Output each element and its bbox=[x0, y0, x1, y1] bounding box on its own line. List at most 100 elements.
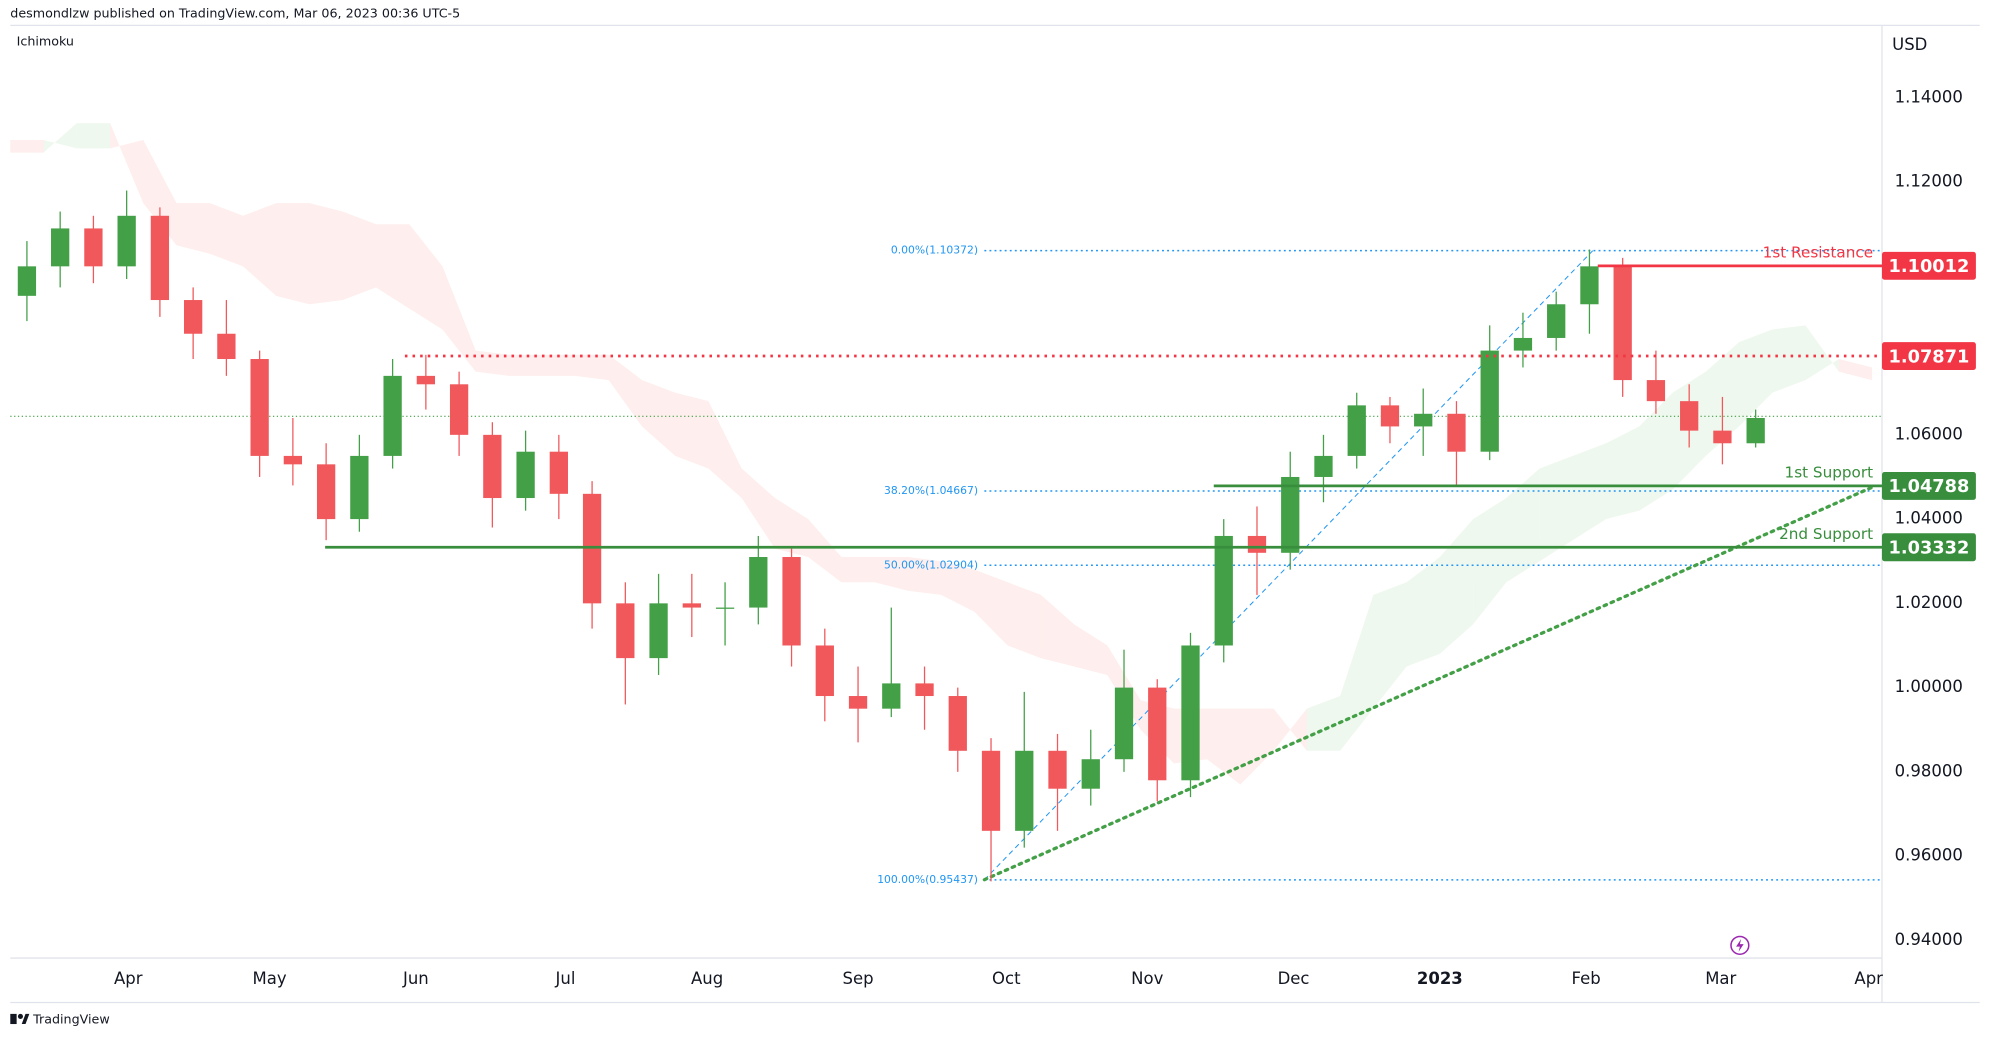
candle-body bbox=[1314, 455, 1333, 477]
x-tick-label: Oct bbox=[992, 969, 1021, 988]
ichimoku-cloud bbox=[1373, 582, 1407, 709]
candle-body bbox=[1214, 535, 1233, 646]
ichimoku-cloud bbox=[1639, 392, 1673, 511]
candle-body bbox=[217, 333, 236, 360]
ichimoku-cloud bbox=[342, 211, 376, 301]
x-tick-label: Apr bbox=[1854, 969, 1883, 988]
y-tick-label: 1.14000 bbox=[1895, 87, 1963, 106]
ichimoku-cloud bbox=[1539, 455, 1573, 562]
price-box-label: 1.10012 bbox=[1889, 257, 1970, 277]
candle-body bbox=[84, 228, 103, 267]
x-tick-label: Nov bbox=[1131, 969, 1163, 988]
candle-body bbox=[1347, 405, 1366, 456]
fib-label: 50.00%(1.02904) bbox=[884, 558, 978, 571]
y-tick-label: 0.98000 bbox=[1895, 761, 1963, 780]
x-tick-label: Jul bbox=[555, 969, 576, 988]
ichimoku-cloud bbox=[1838, 359, 1873, 381]
candle-body bbox=[350, 455, 369, 520]
y-tick-label: 0.96000 bbox=[1895, 846, 1963, 865]
header: desmondlzw published on TradingView.com,… bbox=[10, 5, 460, 20]
x-tick-label: 2023 bbox=[1417, 969, 1463, 988]
candle-body bbox=[815, 645, 834, 697]
ichimoku-cloud bbox=[276, 203, 310, 305]
price-box-label: 1.07871 bbox=[1889, 347, 1970, 367]
fib-label: 38.20%(1.04667) bbox=[884, 484, 978, 497]
candle-body bbox=[1646, 380, 1666, 402]
level-name: 1st Support bbox=[1785, 464, 1874, 482]
trend-line bbox=[982, 484, 1877, 882]
candle-body bbox=[416, 375, 436, 385]
price-box bbox=[1881, 471, 1976, 500]
candle-body bbox=[848, 696, 868, 709]
ichimoku-cloud bbox=[708, 401, 742, 499]
candle-body bbox=[150, 215, 170, 301]
candle-body bbox=[948, 696, 967, 751]
candle-body bbox=[1447, 413, 1466, 452]
ichimoku-cloud bbox=[1606, 426, 1640, 520]
ichimoku-cloud bbox=[608, 354, 642, 427]
level-name: 1st Resistance bbox=[1763, 244, 1873, 262]
candle-body bbox=[1081, 759, 1100, 789]
candle-body bbox=[715, 607, 735, 609]
currency: USD bbox=[1892, 35, 1927, 54]
candle-body bbox=[1547, 304, 1566, 338]
candle-body bbox=[616, 603, 635, 659]
y-tick-label: 0.94000 bbox=[1895, 930, 1963, 949]
ichimoku-cloud bbox=[209, 203, 244, 267]
ichimoku-cloud bbox=[1207, 708, 1241, 785]
candle-body bbox=[1281, 476, 1300, 553]
candle-body bbox=[882, 683, 901, 709]
candle-body bbox=[549, 451, 568, 494]
candle-body bbox=[250, 359, 269, 456]
price-box bbox=[1881, 342, 1976, 370]
tv-logo bbox=[10, 1013, 30, 1025]
candle-body bbox=[1181, 645, 1200, 781]
ichimoku-cloud bbox=[808, 519, 842, 583]
candle-body bbox=[1148, 687, 1167, 781]
candle-body bbox=[749, 557, 768, 608]
candle-body bbox=[1680, 401, 1699, 431]
candle-body bbox=[51, 228, 70, 267]
ichimoku-cloud bbox=[542, 354, 576, 376]
ichimoku-cloud bbox=[774, 498, 809, 558]
candle-body bbox=[1048, 750, 1067, 789]
x-tick-label: Apr bbox=[114, 969, 143, 988]
indicator-title: Ichimoku bbox=[17, 33, 74, 48]
candle-body bbox=[483, 434, 502, 499]
fib-label: 100.00%(0.95437) bbox=[877, 873, 978, 886]
ichimoku-cloud bbox=[1406, 557, 1440, 667]
candle-body bbox=[915, 683, 934, 697]
y-tick-label: 1.02000 bbox=[1895, 593, 1963, 612]
ichimoku-cloud bbox=[1007, 582, 1041, 659]
ichimoku-cloud bbox=[1772, 325, 1806, 393]
candle-body bbox=[1613, 266, 1632, 381]
ichimoku-cloud bbox=[76, 123, 111, 149]
ichimoku-cloud bbox=[575, 354, 609, 381]
x-tick-label: Feb bbox=[1572, 969, 1601, 988]
candle-body bbox=[1513, 337, 1533, 351]
level-name: 2nd Support bbox=[1779, 525, 1873, 543]
price-box-label: 1.03332 bbox=[1889, 539, 1970, 559]
ichimoku-cloud bbox=[941, 561, 975, 612]
alert-icon[interactable] bbox=[1730, 935, 1750, 956]
x-tick-label: Mar bbox=[1705, 969, 1736, 988]
fib-label: 0.00%(1.10372) bbox=[891, 244, 978, 257]
ichimoku-cloud bbox=[309, 203, 343, 305]
ichimoku-cloud bbox=[176, 203, 210, 254]
x-tick-label: Jun bbox=[402, 969, 429, 988]
alert-bolt bbox=[1736, 939, 1744, 952]
x-tick-label: Aug bbox=[691, 969, 723, 988]
candle-body bbox=[682, 603, 701, 608]
candle-body bbox=[516, 451, 535, 499]
candle-body bbox=[383, 375, 402, 456]
y-tick-label: 1.04000 bbox=[1895, 509, 1963, 528]
ichimoku-cloud bbox=[508, 354, 543, 376]
candle-body bbox=[1247, 535, 1267, 553]
candle-body bbox=[649, 603, 668, 659]
ichimoku-cloud bbox=[641, 380, 676, 456]
ichimoku-cloud bbox=[10, 139, 44, 153]
ichimoku-cloud bbox=[375, 224, 410, 309]
candle-body bbox=[283, 455, 303, 465]
